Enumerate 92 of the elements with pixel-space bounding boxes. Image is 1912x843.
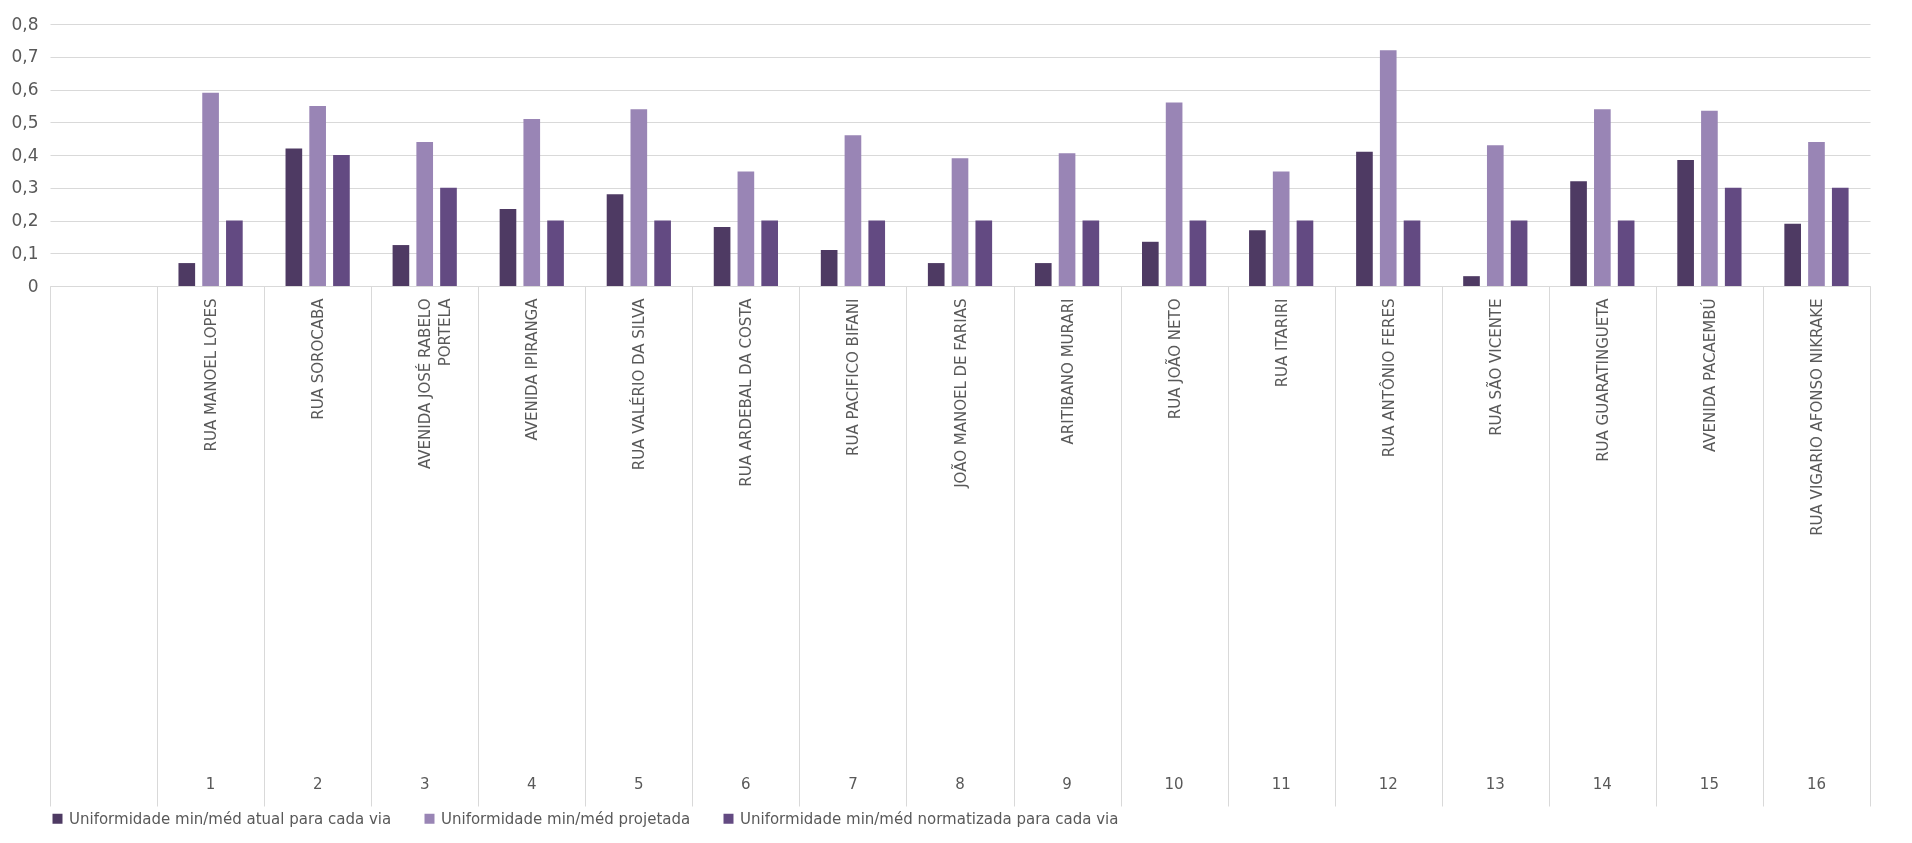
text: 8 <box>955 775 965 793</box>
x-tick-label: RUA VALÉRIO DA SILVA <box>629 297 649 471</box>
bar <box>1296 220 1314 286</box>
bar <box>820 249 838 286</box>
bar <box>416 141 434 286</box>
text: 10 <box>1164 775 1184 793</box>
bar <box>1677 159 1694 286</box>
bar <box>1379 50 1397 286</box>
bar <box>654 220 671 286</box>
bar <box>844 135 862 286</box>
bar <box>1594 109 1611 286</box>
x-tick-label: RUA MANOEL LOPES <box>202 298 221 452</box>
bar <box>1617 220 1635 286</box>
x-tick-label: RUA PACIFICO BIFANI <box>844 298 863 456</box>
bar <box>1142 241 1159 286</box>
x-tick-label: RUA VIGARIO AFONSO NIKRAKE <box>1807 298 1826 536</box>
bar <box>927 263 945 286</box>
bar <box>606 194 624 286</box>
bar <box>1189 220 1207 286</box>
bar <box>737 171 755 286</box>
bar <box>1356 151 1373 286</box>
bar <box>1510 220 1528 286</box>
x-tick-label: RUA ITARIRI <box>1272 298 1291 388</box>
bar <box>1724 187 1742 286</box>
text: 1 <box>205 775 216 793</box>
bar <box>630 109 648 286</box>
legend-label: Uniformidade min/méd projetada <box>441 809 691 828</box>
text: 12 <box>1378 775 1398 793</box>
bar <box>713 227 731 286</box>
x-tick-label: RUA ANTÔNIO FERES <box>1378 298 1398 458</box>
x-tick-label: AVENIDA IPIRANGA <box>523 297 542 441</box>
text: 6 <box>741 775 751 793</box>
y-tick-label: 0,1 <box>11 242 39 263</box>
x-tick-label: AVENIDA JOSÉ RABELO PORTELA <box>415 297 455 469</box>
y-tick-label: 0,7 <box>11 46 39 67</box>
x-tick-label: RUA ARDEBAL DA COSTA <box>737 297 756 487</box>
bar <box>1403 220 1421 286</box>
bar <box>1165 102 1183 286</box>
y-tick-label: 0,6 <box>11 79 39 99</box>
y-tick-label: 0,2 <box>11 210 39 230</box>
y-tick-label: 0,3 <box>11 177 39 198</box>
x-tick-label: RUA GUARATINGUETA <box>1593 297 1612 462</box>
text: 3 <box>419 775 430 793</box>
bar <box>1486 145 1504 286</box>
y-tick-label: 0 <box>27 275 39 296</box>
bar <box>761 220 778 286</box>
bar <box>1272 171 1290 286</box>
text: 2 <box>312 775 323 793</box>
text: 13 <box>1485 775 1505 793</box>
bar <box>1082 220 1100 286</box>
legend-label: Uniformidade min/méd atual para cada via <box>69 809 392 828</box>
bar <box>868 220 886 286</box>
bar <box>202 92 219 286</box>
bar <box>1249 230 1266 286</box>
text: 11 <box>1271 775 1291 793</box>
x-tick-label: RUA JOÃO NETO <box>1164 298 1184 420</box>
text: 4 <box>526 775 537 793</box>
bar <box>333 155 350 286</box>
legend-label: Uniformidade min/méd normatizada para cada via <box>740 809 1119 828</box>
text: 5 <box>634 775 644 793</box>
bar <box>1831 187 1849 286</box>
bar <box>523 118 541 286</box>
bar <box>226 220 243 286</box>
bar <box>392 245 410 286</box>
bar <box>178 263 196 286</box>
bar <box>975 220 993 286</box>
bar <box>1701 110 1718 286</box>
bar <box>285 148 303 286</box>
x-tick-label: AVENIDA PACAEMBÚ <box>1699 298 1719 453</box>
bar <box>951 158 969 286</box>
bar <box>1058 153 1076 286</box>
text: 16 <box>1806 775 1827 793</box>
bar <box>440 187 457 286</box>
y-tick-label: 0,5 <box>11 111 39 132</box>
text: 14 <box>1592 775 1612 793</box>
bar <box>1570 181 1587 286</box>
bar <box>547 220 564 286</box>
bar <box>1808 141 1825 286</box>
bar <box>499 209 517 286</box>
x-tick-label: RUA SOROCABA <box>309 297 328 420</box>
y-tick-label: 0,8 <box>11 13 39 34</box>
text: 15 <box>1699 775 1719 793</box>
bar <box>1463 276 1480 286</box>
text: 9 <box>1062 775 1072 793</box>
bar <box>309 105 326 286</box>
x-tick-label: ARITIBANO MURARI <box>1058 298 1077 445</box>
x-tick-label: RUA SÃO VICENTE <box>1485 298 1505 436</box>
y-tick-label: 0,4 <box>11 144 39 165</box>
bar <box>1034 263 1052 286</box>
text: 7 <box>848 775 858 793</box>
x-tick-label: JOÃO MANOEL DE FARIAS <box>950 298 970 489</box>
bar <box>1784 223 1802 286</box>
